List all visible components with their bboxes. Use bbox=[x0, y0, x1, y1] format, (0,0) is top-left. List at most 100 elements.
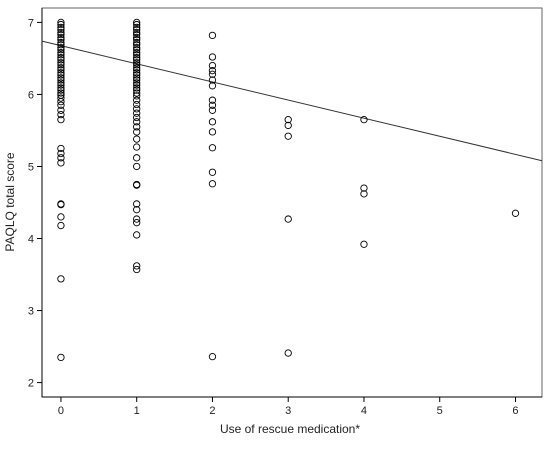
data-point bbox=[360, 240, 368, 248]
data-point bbox=[133, 71, 141, 79]
x-axis-title: Use of rescue medication* bbox=[220, 422, 360, 436]
y-tick-label-4: 4 bbox=[28, 234, 34, 246]
data-point bbox=[57, 159, 65, 167]
data-point bbox=[133, 84, 141, 92]
data-point bbox=[208, 67, 217, 75]
data-point bbox=[133, 206, 141, 214]
data-point bbox=[360, 184, 368, 192]
data-point bbox=[133, 41, 141, 49]
data-point bbox=[133, 51, 141, 59]
data-point bbox=[133, 200, 141, 208]
data-point bbox=[133, 69, 141, 77]
data-point bbox=[57, 201, 65, 209]
data-point bbox=[133, 54, 141, 62]
data-point bbox=[57, 81, 65, 89]
data-point bbox=[57, 74, 65, 82]
data-point bbox=[57, 213, 65, 221]
data-point bbox=[57, 144, 65, 153]
data-point bbox=[133, 74, 141, 82]
plot-frame bbox=[41, 7, 543, 398]
data-point bbox=[133, 76, 141, 84]
data-point bbox=[133, 105, 141, 113]
data-point bbox=[133, 154, 141, 162]
data-point bbox=[208, 106, 217, 114]
x-tick-label-2: 2 bbox=[209, 405, 215, 417]
data-point bbox=[284, 349, 292, 357]
data-point bbox=[133, 86, 141, 94]
data-point bbox=[57, 353, 65, 362]
data-point bbox=[133, 89, 141, 97]
data-point bbox=[133, 43, 141, 52]
data-point bbox=[57, 43, 65, 52]
data-point bbox=[133, 96, 141, 104]
data-point bbox=[133, 66, 141, 74]
data-point bbox=[133, 18, 141, 27]
data-point bbox=[133, 123, 141, 131]
data-point bbox=[133, 79, 141, 87]
data-point bbox=[284, 215, 292, 223]
data-point bbox=[57, 28, 65, 37]
data-point bbox=[57, 64, 65, 72]
y-tick-label-3: 3 bbox=[28, 306, 34, 318]
data-point bbox=[208, 101, 217, 109]
data-point bbox=[511, 209, 520, 217]
data-point bbox=[57, 84, 65, 92]
data-point bbox=[133, 25, 141, 34]
regression-line bbox=[41, 40, 543, 162]
data-point bbox=[57, 94, 65, 102]
data-point bbox=[57, 97, 65, 106]
data-point bbox=[133, 100, 141, 109]
data-point bbox=[208, 53, 217, 61]
data-point bbox=[133, 128, 141, 136]
data-point bbox=[133, 231, 141, 239]
data-point bbox=[57, 51, 65, 59]
data-point bbox=[133, 31, 141, 39]
y-axis-title: PAQLQ total score bbox=[3, 152, 17, 251]
y-tick-label-7: 7 bbox=[28, 17, 34, 29]
data-point bbox=[284, 121, 292, 130]
x-tick-label-6: 6 bbox=[512, 405, 518, 417]
data-point bbox=[57, 76, 65, 84]
data-point bbox=[133, 56, 141, 64]
data-point bbox=[360, 116, 368, 124]
data-point bbox=[133, 162, 141, 171]
data-point bbox=[57, 20, 65, 29]
data-point bbox=[208, 118, 217, 126]
data-point bbox=[133, 181, 141, 189]
data-point bbox=[133, 33, 141, 42]
data-point bbox=[133, 118, 141, 126]
data-point bbox=[57, 59, 65, 67]
data-point bbox=[208, 96, 217, 104]
data-point bbox=[133, 113, 141, 122]
y-tick-label-2: 2 bbox=[28, 378, 34, 390]
data-point bbox=[133, 38, 141, 47]
data-point bbox=[57, 49, 65, 57]
data-point bbox=[57, 23, 65, 32]
data-point bbox=[57, 31, 65, 39]
data-point bbox=[57, 69, 65, 77]
data-point bbox=[208, 61, 217, 70]
data-point bbox=[57, 56, 65, 64]
data-point bbox=[133, 265, 141, 274]
data-point bbox=[133, 143, 141, 151]
data-point bbox=[57, 61, 65, 69]
data-point bbox=[57, 33, 65, 42]
data-point bbox=[208, 76, 217, 84]
data-point bbox=[284, 116, 292, 124]
data-point bbox=[57, 149, 65, 158]
data-point bbox=[57, 154, 65, 162]
data-point bbox=[133, 92, 141, 100]
data-point bbox=[133, 59, 141, 67]
data-point bbox=[57, 110, 65, 119]
data-point bbox=[208, 180, 217, 188]
y-tick-label-5: 5 bbox=[28, 161, 34, 173]
data-point bbox=[57, 86, 65, 94]
data-point bbox=[57, 221, 65, 230]
data-point bbox=[133, 28, 141, 37]
data-point bbox=[208, 82, 217, 90]
data-point bbox=[57, 38, 65, 47]
data-point bbox=[57, 79, 65, 87]
data-point bbox=[57, 71, 65, 79]
data-point bbox=[57, 25, 65, 34]
